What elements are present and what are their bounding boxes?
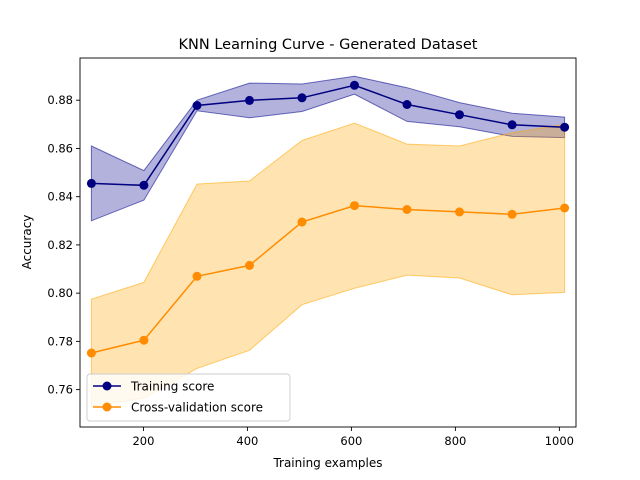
- plot-area-frame: [79, 57, 577, 428]
- training-score-point: [245, 95, 254, 105]
- training-score-point: [139, 180, 149, 190]
- cross-validation-score-point: [245, 260, 254, 270]
- x-tick-label: 400: [236, 434, 258, 448]
- cross-validation-score-point: [139, 335, 149, 345]
- legend-box: [86, 373, 291, 422]
- training-score-line: [91, 84, 565, 187]
- y-tick-label: 0.76: [47, 383, 73, 397]
- legend-label-cross-validation: Cross-validation score: [131, 401, 263, 415]
- training-score-point: [297, 93, 307, 103]
- x-tick-label: 600: [340, 434, 362, 448]
- x-axis-label: Training examples: [272, 456, 382, 470]
- y-tick-label: 0.78: [47, 334, 73, 348]
- y-tick-label: 0.88: [47, 93, 73, 107]
- training-score-point: [560, 122, 570, 132]
- cross-validation-score-point: [86, 348, 96, 358]
- y-tick-label: 0.86: [47, 141, 73, 155]
- series-lines: [91, 84, 565, 354]
- cross-validation-score-band: [90, 122, 566, 408]
- y-tick-label: 0.84: [47, 190, 73, 204]
- training-score-point: [402, 100, 412, 109]
- series-points: [86, 80, 570, 358]
- training-score-point: [455, 110, 464, 120]
- training-score-point: [350, 80, 359, 90]
- x-tick-label: 200: [132, 434, 154, 448]
- training-score-point: [192, 101, 202, 110]
- legend-swatch-cv-marker: [102, 402, 112, 412]
- x-axis-ticks: 200 400 600 800 1000: [132, 427, 574, 448]
- y-tick-label: 0.82: [47, 238, 73, 252]
- training-score-point: [86, 178, 96, 188]
- cross-validation-score-point: [507, 209, 517, 219]
- cross-validation-score-point: [192, 271, 202, 281]
- legend: Training score Cross-validation score: [86, 373, 291, 422]
- x-tick-label: 1000: [545, 434, 574, 448]
- y-tick-label: 0.80: [47, 286, 73, 300]
- legend-swatch-training-marker: [102, 381, 112, 391]
- cross-validation-score-point: [402, 205, 412, 214]
- cross-validation-score-line: [91, 204, 565, 354]
- cross-validation-score-point: [560, 203, 570, 213]
- cross-validation-score-point: [350, 201, 359, 211]
- legend-label-training: Training score: [130, 380, 214, 394]
- cross-validation-score-point: [455, 207, 464, 217]
- cross-validation-score-point: [297, 217, 307, 227]
- x-tick-label: 800: [444, 434, 466, 448]
- training-score-point: [507, 120, 517, 130]
- chart-title: KNN Learning Curve - Generated Dataset: [179, 37, 478, 53]
- y-axis-label: Accuracy: [20, 215, 34, 270]
- y-axis-ticks: 0.76 0.78 0.80 0.82 0.84 0.86 0.88: [47, 93, 80, 397]
